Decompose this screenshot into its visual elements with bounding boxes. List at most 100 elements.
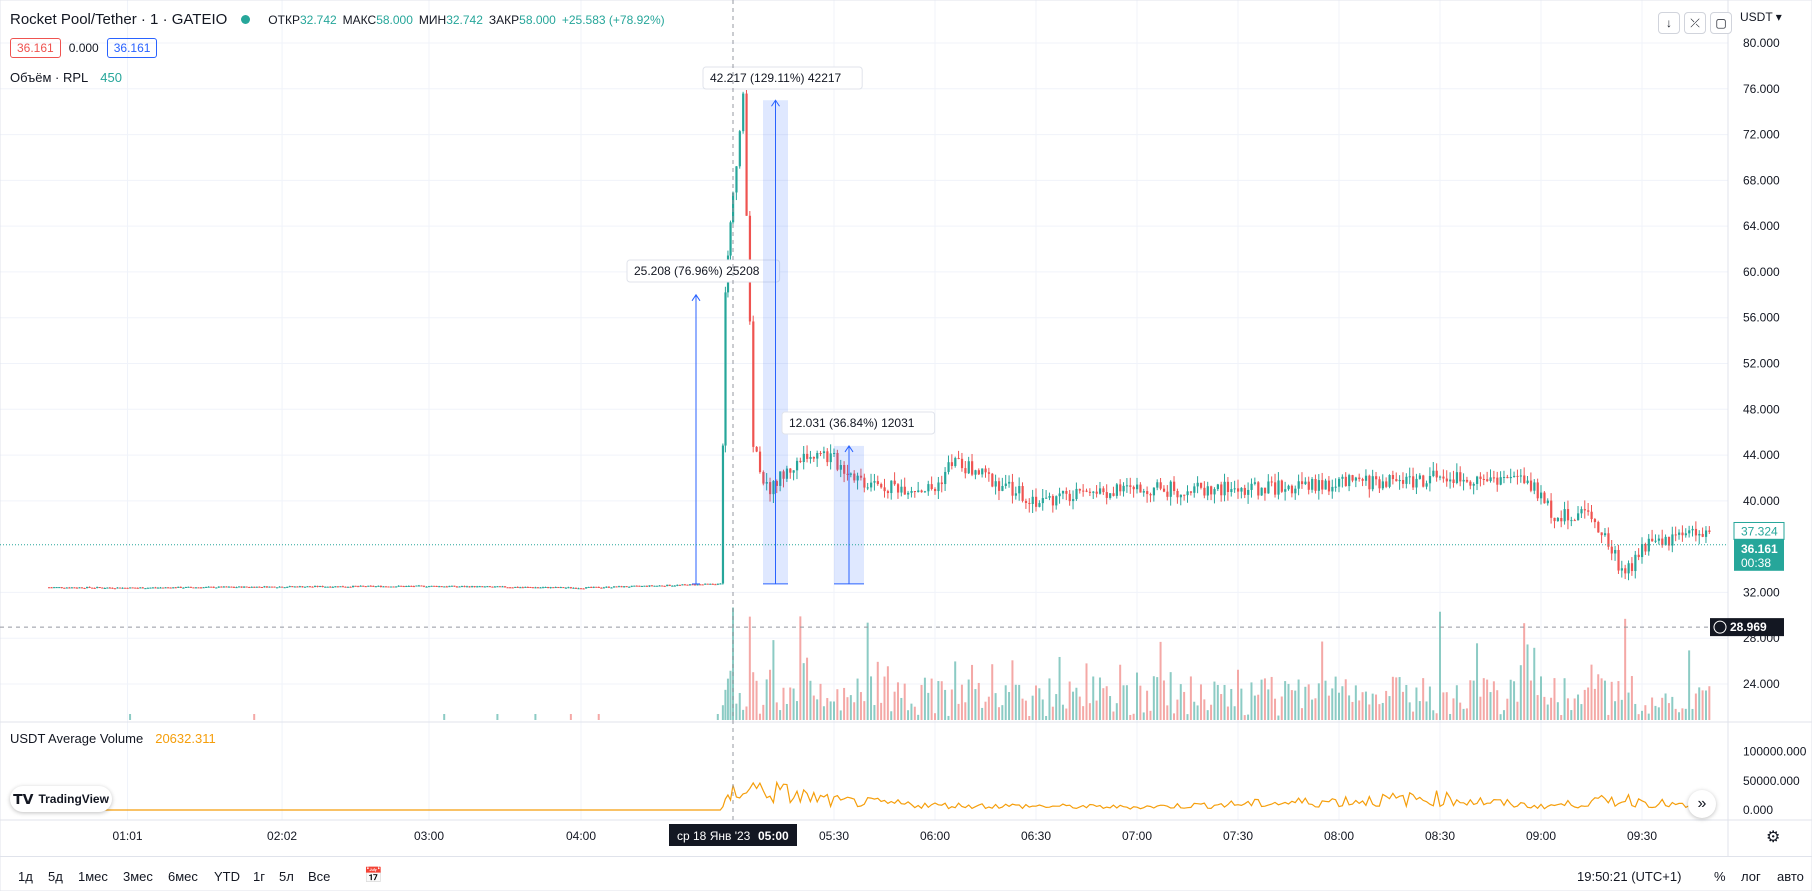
auto-toggle[interactable]: авто	[1777, 869, 1804, 884]
volume-bar	[1398, 677, 1401, 720]
volume-bar	[1297, 679, 1300, 720]
volume-bar	[1338, 692, 1340, 720]
candle-body	[308, 586, 312, 588]
candle-body	[524, 586, 527, 588]
candle-body	[134, 587, 137, 589]
candle-body	[1260, 487, 1263, 496]
candle-body	[70, 587, 73, 589]
range-6m[interactable]: 6мес	[168, 869, 198, 884]
collapse-icon[interactable]: ⤫	[1684, 12, 1706, 34]
candle-body	[1243, 487, 1246, 495]
volume-bar	[1381, 702, 1384, 720]
currency-selector[interactable]: USDT ▾	[1740, 10, 1782, 24]
volume-bar	[1112, 711, 1115, 720]
volume-bar	[1334, 676, 1337, 720]
volume-bar	[1267, 689, 1270, 720]
candle-body	[950, 462, 954, 466]
candle-body	[1358, 477, 1361, 480]
buy-price-button[interactable]: 36.161	[106, 38, 158, 58]
volume-bar	[1664, 693, 1667, 720]
volume-bar	[1237, 669, 1239, 720]
volume-bar	[253, 714, 256, 720]
volume-bar	[1489, 692, 1492, 720]
candle-body	[96, 587, 99, 589]
symbol-title[interactable]: Rocket Pool/Tether · 1 · GATEIO	[10, 11, 228, 28]
candle-body	[676, 584, 679, 586]
candle-body	[230, 586, 233, 588]
candle-body	[364, 586, 367, 588]
candle-body	[900, 486, 903, 493]
volume-bar	[1570, 710, 1573, 720]
volume-bar	[987, 696, 990, 720]
candle-body	[129, 587, 132, 589]
volume-bar	[1203, 699, 1206, 720]
avg-tick-label: 50000.000	[1743, 774, 1800, 788]
candle-body	[108, 587, 111, 589]
candle-body	[1331, 486, 1334, 492]
scroll-to-realtime-button[interactable]: »	[1688, 790, 1716, 818]
clock[interactable]: 19:50:21 (UTC+1)	[1577, 869, 1682, 884]
range-5d[interactable]: 5д	[48, 869, 63, 884]
volume-bar	[954, 661, 957, 720]
candle-body	[529, 587, 532, 589]
volume-bar	[1250, 682, 1253, 720]
bottom-toolbar: 1д 5д 1мес 3мес 6мес YTD 1г 5л Все 19:50…	[0, 856, 1812, 891]
candle-body	[486, 586, 489, 588]
candle-body	[357, 586, 360, 588]
candle-body	[250, 586, 253, 588]
volume-bar	[716, 714, 719, 720]
candle-body	[73, 587, 76, 589]
candle-body	[1085, 490, 1088, 492]
candle-body	[341, 586, 345, 588]
candle-body	[913, 491, 916, 493]
volume-bar	[1439, 611, 1441, 720]
range-5y[interactable]: 5л	[279, 869, 294, 884]
arrow-down-icon[interactable]: ↓	[1658, 12, 1680, 34]
candle-body	[1136, 484, 1139, 490]
range-1d[interactable]: 1д	[18, 869, 33, 884]
candle-body	[549, 587, 552, 589]
range-all[interactable]: Все	[308, 869, 331, 884]
volume-bar	[1368, 704, 1371, 720]
candle-body	[387, 586, 390, 588]
volume-bar	[1465, 708, 1468, 720]
range-1m[interactable]: 1мес	[78, 869, 108, 884]
candle-body	[1348, 475, 1351, 487]
percent-toggle[interactable]: %	[1714, 869, 1726, 884]
gear-icon[interactable]: ⚙	[1766, 829, 1781, 846]
range-1y[interactable]: 1г	[253, 869, 265, 884]
volume-bar	[1607, 714, 1610, 720]
candle-body	[463, 586, 466, 588]
volume-bar	[772, 640, 775, 720]
candle-body	[1664, 536, 1667, 546]
candle-body	[539, 587, 542, 589]
calendar-icon[interactable]: 📅	[364, 867, 383, 884]
candle-body	[344, 586, 347, 588]
volume-legend[interactable]: Объём · RPL 450	[10, 70, 122, 85]
volume-bar	[923, 677, 926, 720]
volume-bar	[1671, 696, 1674, 720]
range-ytd[interactable]: YTD	[214, 869, 240, 884]
measurements[interactable]: 25.208 (76.96%) 25208 42.217 (129.11%) 42…	[626, 66, 936, 585]
range-3m[interactable]: 3мес	[123, 869, 153, 884]
candle-body	[187, 586, 190, 588]
candle-body	[303, 586, 307, 588]
avg-volume-legend[interactable]: USDT Average Volume 20632.311	[10, 731, 216, 746]
candle-body	[1388, 475, 1391, 487]
tradingview-logo[interactable]: 𝗧𝗩 TradingView	[10, 786, 112, 812]
candle-body	[1566, 509, 1570, 521]
candle-body	[1267, 481, 1270, 494]
price-tick-label: 68.000	[1743, 173, 1780, 187]
volume-bar	[1681, 708, 1684, 720]
candle-body	[802, 453, 805, 463]
log-toggle[interactable]: лог	[1741, 869, 1761, 884]
candle-body	[870, 482, 873, 488]
candle-body	[552, 587, 555, 589]
maximize-icon[interactable]: ▢	[1710, 12, 1732, 34]
sell-price-button[interactable]: 36.161	[10, 38, 61, 58]
volume-bar	[917, 714, 920, 720]
candle-body	[121, 587, 124, 589]
candle-body	[640, 585, 643, 587]
volume-bar	[729, 670, 732, 720]
